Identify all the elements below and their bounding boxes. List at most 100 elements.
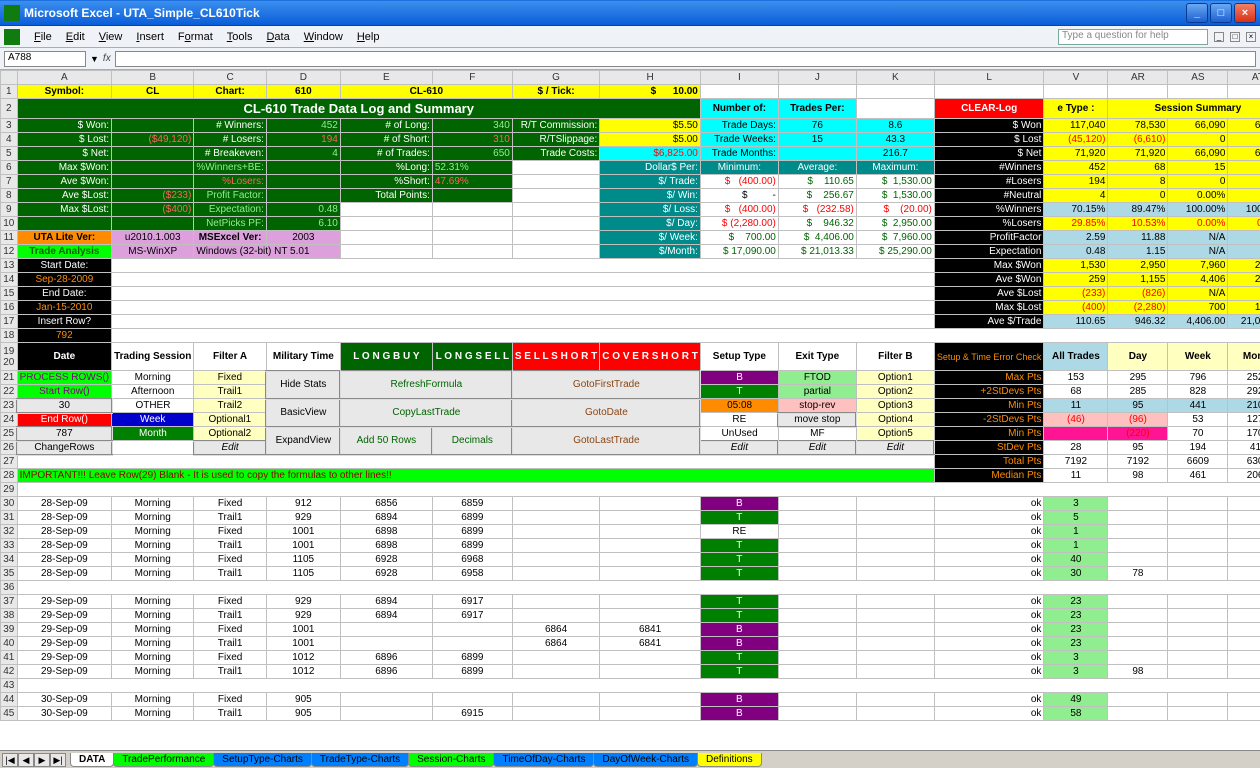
exit-ftod[interactable]: FTOD [778, 371, 856, 385]
sheet-tab-timeofday-charts[interactable]: TimeOfDay-Charts [493, 753, 594, 767]
data-fb[interactable] [856, 567, 934, 581]
data-setup[interactable]: B [700, 693, 778, 707]
minimize-button[interactable]: _ [1186, 3, 1208, 23]
row-24[interactable]: 24 [1, 413, 18, 427]
data-exit[interactable] [778, 665, 856, 679]
data-sellshort[interactable] [512, 497, 599, 511]
row-15[interactable]: 15 [1, 287, 18, 301]
row-23[interactable]: 23 [1, 399, 18, 413]
row-40[interactable]: 40 [1, 637, 18, 651]
data-time[interactable]: 1001 [266, 539, 340, 553]
doc-minimize[interactable]: _ [1214, 32, 1224, 42]
data-date[interactable]: 28-Sep-09 [17, 553, 111, 567]
col-G[interactable]: G [512, 71, 599, 85]
menu-format[interactable]: Format [172, 29, 219, 45]
session-week[interactable]: Week [112, 413, 194, 427]
data-filter[interactable]: Trail1 [194, 665, 267, 679]
filter-trail2[interactable]: Trail2 [194, 399, 267, 413]
data-setup[interactable]: T [700, 553, 778, 567]
data-sellshort[interactable] [512, 707, 599, 721]
data-filter[interactable]: Fixed [194, 595, 267, 609]
row-43[interactable]: 43 [1, 679, 18, 693]
data-longbuy[interactable] [340, 693, 432, 707]
setup-RE[interactable]: RE [700, 413, 778, 427]
process-rows-button[interactable]: PROCESS ROWS() [17, 371, 111, 385]
menu-window[interactable]: Window [298, 29, 349, 45]
data-exit[interactable] [778, 525, 856, 539]
data-fb[interactable] [856, 539, 934, 553]
data-sellshort[interactable] [512, 665, 599, 679]
start-row-button[interactable]: Start Row() [17, 385, 111, 399]
data-longsell[interactable]: 6958 [432, 567, 512, 581]
menu-help[interactable]: Help [351, 29, 386, 45]
row-11[interactable]: 11 [1, 231, 18, 245]
data-exit[interactable] [778, 539, 856, 553]
row-37[interactable]: 37 [1, 595, 18, 609]
row-45[interactable]: 45 [1, 707, 18, 721]
data-longsell[interactable]: 6917 [432, 609, 512, 623]
data-date[interactable]: 29-Sep-09 [17, 595, 111, 609]
row-7[interactable]: 7 [1, 175, 18, 189]
data-fb[interactable] [856, 623, 934, 637]
edit-filtera-button[interactable]: Edit [194, 441, 267, 455]
data-sellshort[interactable] [512, 595, 599, 609]
col-C[interactable]: C [194, 71, 267, 85]
row-13[interactable]: 13 [1, 259, 18, 273]
fb-opt2[interactable]: Option2 [856, 385, 934, 399]
data-date[interactable]: 29-Sep-09 [17, 651, 111, 665]
data-covershort[interactable]: 6841 [600, 637, 701, 651]
data-longsell[interactable]: 6899 [432, 665, 512, 679]
goto-last-trade-button[interactable]: GotoLastTrade [512, 427, 700, 455]
col-AR[interactable]: AR [1108, 71, 1168, 85]
data-filter[interactable]: Trail1 [194, 539, 267, 553]
data-exit[interactable] [778, 707, 856, 721]
row-31[interactable]: 31 [1, 511, 18, 525]
data-fb[interactable] [856, 651, 934, 665]
data-longbuy[interactable]: 6894 [340, 511, 432, 525]
data-setup[interactable]: T [700, 609, 778, 623]
fb-opt4[interactable]: Option4 [856, 413, 934, 427]
exit-movestop[interactable]: move stop [778, 413, 856, 427]
sheet-tab-definitions[interactable]: Definitions [697, 753, 762, 767]
setup-unused[interactable]: UnUsed [700, 427, 778, 441]
data-sellshort[interactable] [512, 539, 599, 553]
data-time[interactable]: 905 [266, 693, 340, 707]
row-1[interactable]: 1 [1, 85, 18, 99]
data-setup[interactable]: T [700, 539, 778, 553]
data-date[interactable]: 29-Sep-09 [17, 623, 111, 637]
data-fb[interactable] [856, 553, 934, 567]
data-covershort[interactable] [600, 595, 701, 609]
col-I[interactable]: I [700, 71, 778, 85]
data-session[interactable]: Morning [112, 595, 194, 609]
symbol-value[interactable]: CL [112, 85, 194, 99]
data-setup[interactable]: T [700, 511, 778, 525]
data-covershort[interactable] [600, 693, 701, 707]
name-box[interactable]: A788 [4, 51, 86, 67]
data-setup[interactable]: RE [700, 525, 778, 539]
data-date[interactable]: 29-Sep-09 [17, 637, 111, 651]
row-8[interactable]: 8 [1, 189, 18, 203]
data-date[interactable]: 28-Sep-09 [17, 525, 111, 539]
data-sellshort[interactable] [512, 651, 599, 665]
data-covershort[interactable] [600, 651, 701, 665]
copy-last-trade-button[interactable]: CopyLastTrade [340, 399, 512, 427]
tab-nav-next[interactable]: ▶ [34, 753, 50, 767]
data-longbuy[interactable]: 6898 [340, 539, 432, 553]
data-time[interactable]: 912 [266, 497, 340, 511]
data-session[interactable]: Morning [112, 651, 194, 665]
row-44[interactable]: 44 [1, 693, 18, 707]
row-6[interactable]: 6 [1, 161, 18, 175]
row-4[interactable]: 4 [1, 133, 18, 147]
data-session[interactable]: Morning [112, 623, 194, 637]
end-row-button[interactable]: End Row() [17, 413, 111, 427]
data-time[interactable]: 1001 [266, 623, 340, 637]
data-setup[interactable]: T [700, 651, 778, 665]
data-longbuy[interactable] [340, 623, 432, 637]
help-search-box[interactable]: Type a question for help [1058, 29, 1208, 45]
data-session[interactable]: Morning [112, 567, 194, 581]
data-fb[interactable] [856, 609, 934, 623]
data-longbuy[interactable]: 6896 [340, 651, 432, 665]
col-A[interactable]: A [17, 71, 111, 85]
data-covershort[interactable] [600, 567, 701, 581]
data-longbuy[interactable] [340, 637, 432, 651]
